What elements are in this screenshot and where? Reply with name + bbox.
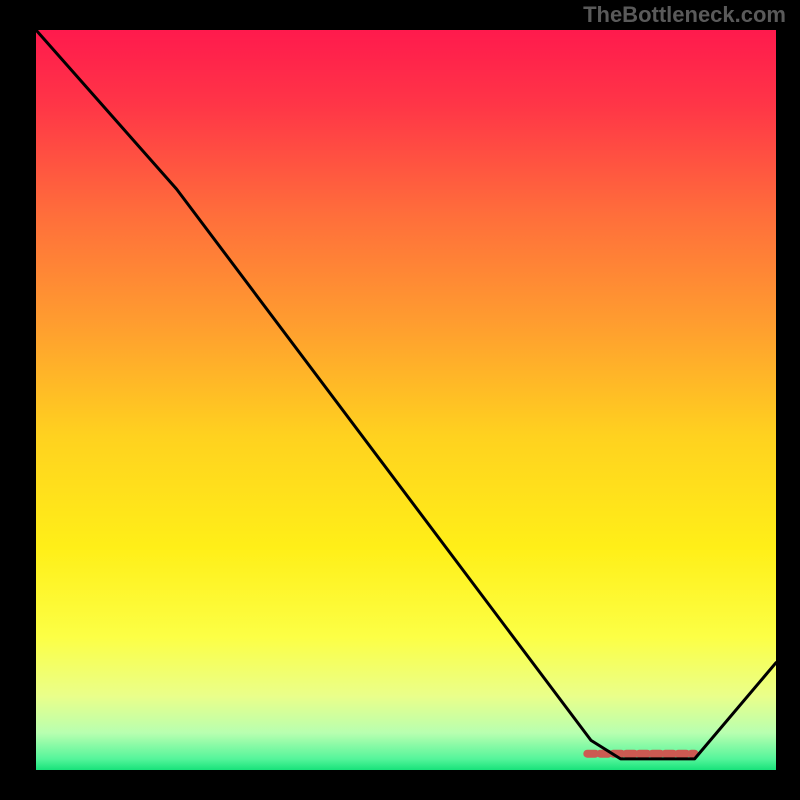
watermark: TheBottleneck.com bbox=[583, 2, 786, 28]
chart-background bbox=[36, 30, 776, 770]
chart-svg bbox=[36, 30, 776, 770]
canvas: TheBottleneck.com bbox=[0, 0, 800, 800]
chart-plot bbox=[36, 30, 776, 770]
